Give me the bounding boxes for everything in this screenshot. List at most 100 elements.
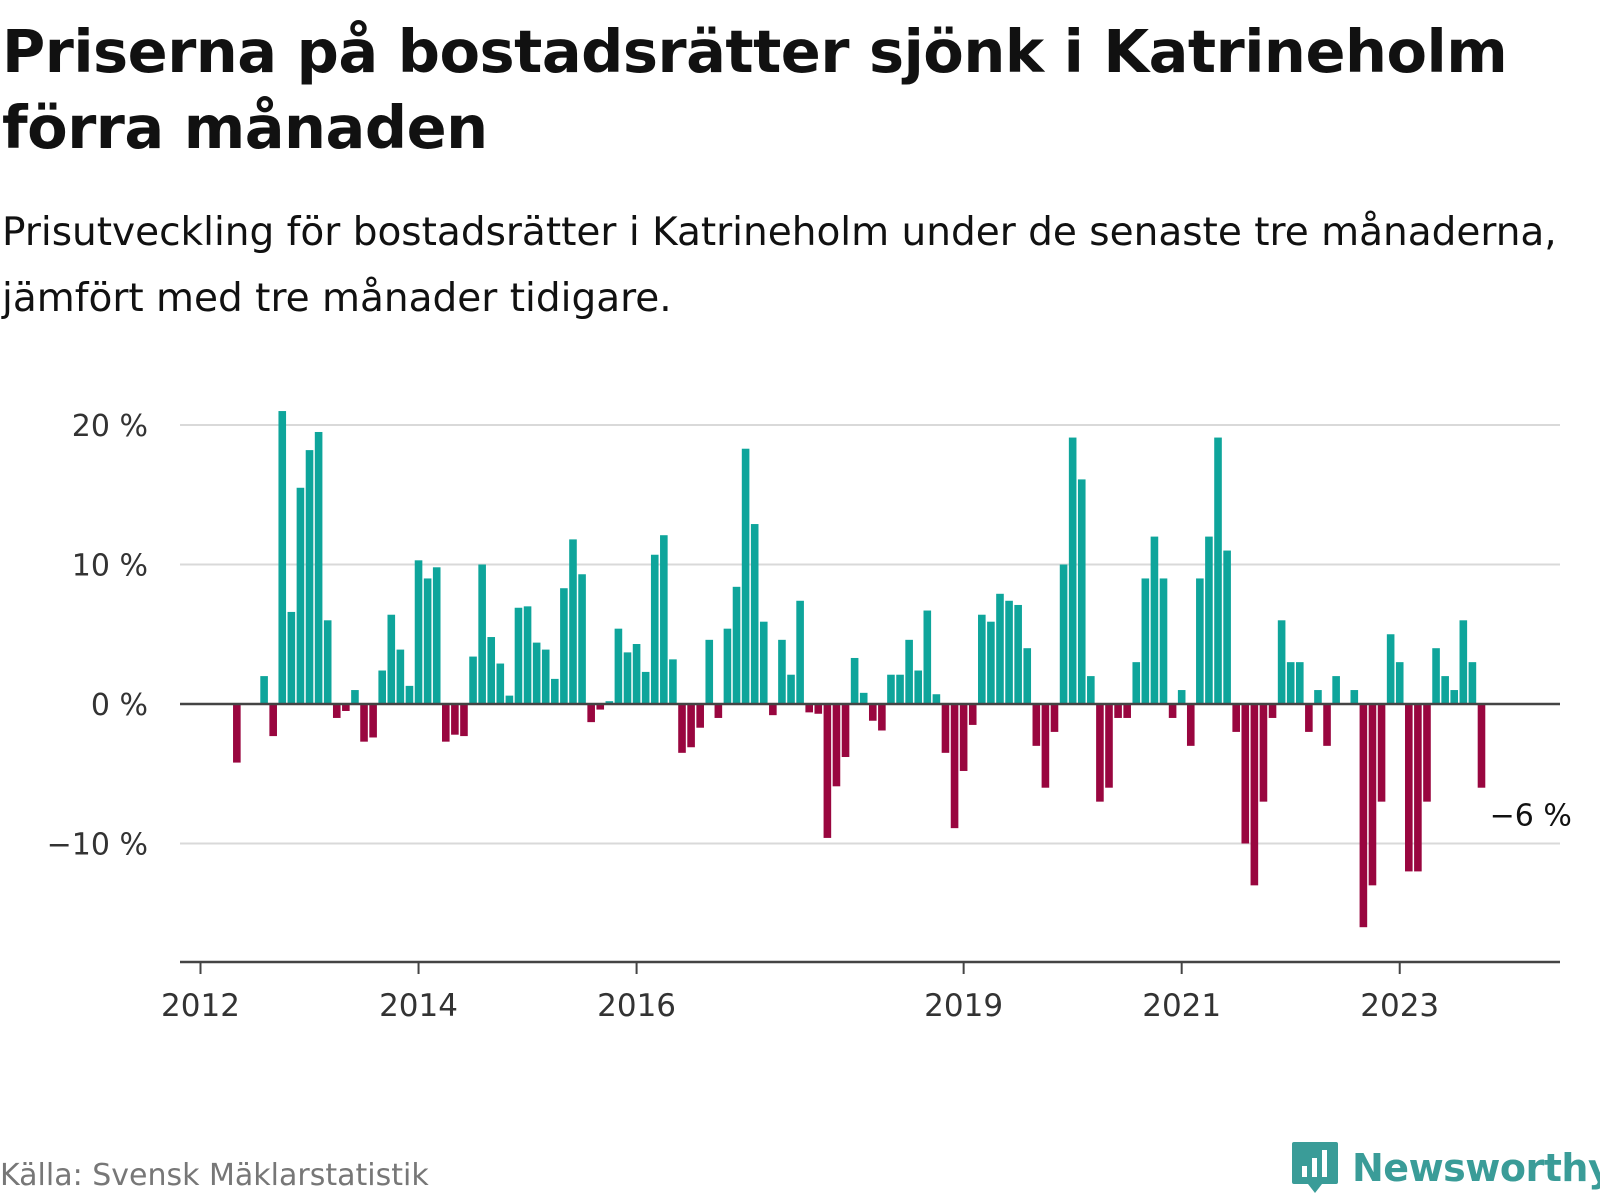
bar [469,656,477,704]
bar [923,610,932,704]
bar [1214,437,1222,704]
bar [796,600,804,704]
bars [233,411,1486,928]
chart-subtitle: Prisutveckling för bostadsrätter i Katri… [2,210,1557,321]
bar [1114,704,1122,718]
bar [678,704,686,753]
bar [850,657,859,704]
bar [269,704,277,737]
bar [1332,676,1340,704]
bar [714,704,723,718]
brand-name: Newsworthy [1352,1146,1600,1190]
bar [950,704,959,829]
bar [778,639,786,704]
bar [532,642,541,704]
x-tick-label: 2016 [597,988,676,1024]
x-tick-label: 2014 [379,988,458,1024]
x-tick-label: 2019 [924,988,1003,1024]
bar [342,704,350,711]
bar [687,704,695,748]
bar [1368,704,1377,886]
bar [360,704,368,742]
bar [1350,690,1359,704]
bar [623,652,632,704]
bar [478,564,486,704]
bar [514,607,523,704]
bar [968,704,977,725]
bar [1459,620,1468,704]
bar [460,704,468,737]
bar [1186,704,1195,746]
bar [660,535,668,704]
bar [769,704,777,716]
bar [551,678,559,704]
brand-logo: Newsworthy [1290,1140,1600,1196]
chart-title: Priserna på bostadsrätter sjönk i Katrin… [2,17,1508,162]
annotations: −6 % [1490,799,1572,834]
bar [596,704,605,710]
bar [705,639,714,704]
bar [387,614,396,704]
bar [1096,704,1104,802]
x-tick-label: 2023 [1360,988,1439,1024]
bar [1468,662,1477,704]
bar [741,448,750,704]
bar [496,663,505,704]
y-tick-label: 10 % [72,549,148,584]
bar [278,411,287,704]
bar [587,704,595,723]
bar [1150,536,1159,704]
bar [414,560,423,704]
bar [1123,704,1131,718]
bar [233,704,241,763]
bar [560,588,568,704]
bar [959,704,968,771]
bar [1268,704,1277,718]
bar [669,659,677,704]
bar [1305,704,1313,732]
bar [887,674,895,704]
bar [1359,704,1368,928]
y-tick-label: 20 % [72,409,148,444]
bar [1323,704,1331,746]
bar [1377,704,1386,802]
bar [1277,620,1286,704]
bar [941,704,950,753]
bar [1223,550,1231,704]
bar [1286,662,1295,704]
bar [1159,578,1168,704]
bar [723,628,732,704]
bar [1205,536,1213,704]
bar [996,593,1004,704]
bar-chart: 20 % 10 % 0 % −10 % 2012 2014 2016 2019 2021 202… [47,409,1572,1024]
y-axis-labels: 20 % 10 % 0 % −10 % [47,409,148,863]
bar [578,574,586,704]
bar [1395,662,1404,704]
bar [378,670,386,704]
bar [369,704,377,738]
x-axis: 2012 2014 2016 2019 2021 2023 [161,960,1560,1024]
bar [1068,437,1077,704]
bar [432,567,441,704]
bar [650,554,659,704]
bar [487,637,496,704]
bar [732,586,741,704]
bar [1477,704,1486,788]
bar [1077,479,1086,704]
bar [1014,604,1022,704]
bar [323,620,332,704]
bar [332,704,341,718]
bar [1050,704,1059,732]
bar [1032,704,1041,746]
x-tick-label: 2012 [161,988,240,1024]
bar [614,628,623,704]
bar [396,649,405,704]
y-tick-label: −10 % [47,828,148,863]
bar [541,649,550,704]
bar [1177,690,1186,704]
bar [1414,704,1422,872]
bar [832,704,841,787]
bar [569,539,577,704]
bar [841,704,850,758]
bar [1041,704,1050,788]
